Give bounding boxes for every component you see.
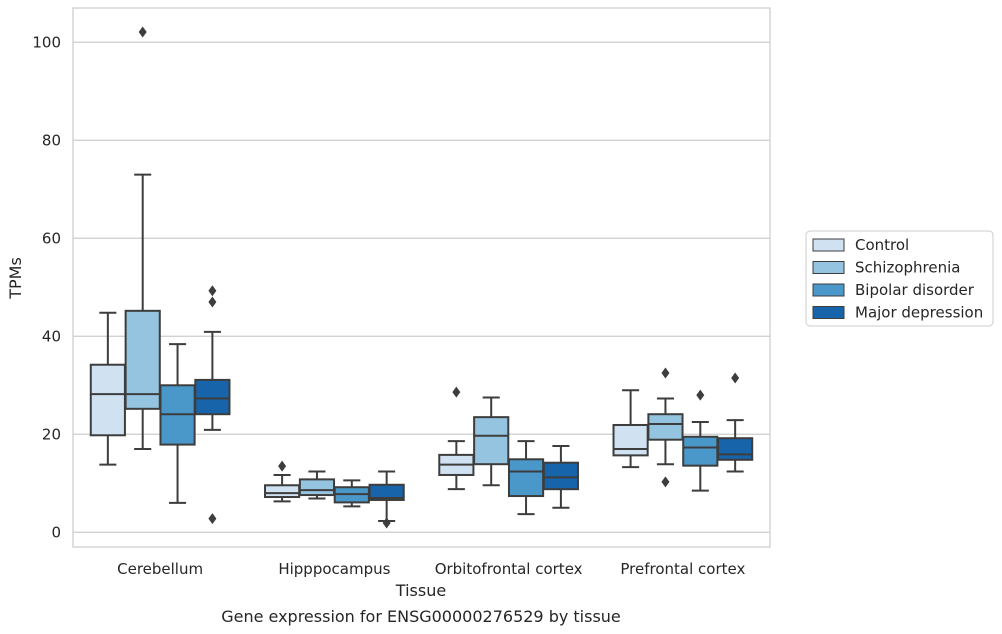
outlier-point (696, 389, 705, 401)
legend: Control Schizophrenia Bipolar disorder Majo… (805, 230, 994, 327)
outlier-point (382, 517, 391, 529)
x-tick-label: Cerebellum (117, 560, 203, 578)
y-tick-label: 0 (51, 523, 61, 541)
y-tick-label: 100 (32, 33, 61, 51)
outlier-point (138, 26, 147, 38)
box-major-depression (717, 372, 754, 473)
legend-label: Schizophrenia (855, 259, 960, 277)
box-body (507, 458, 545, 498)
box-body (473, 416, 510, 466)
box-major-depression (542, 445, 579, 509)
outlier-point (208, 285, 217, 297)
outlier-point (278, 460, 287, 472)
legend-swatch (812, 306, 845, 319)
legend-swatch (812, 261, 845, 274)
box-major-depression (194, 285, 231, 525)
box-bipolar-disorder (159, 343, 196, 504)
box-bipolar-disorder (682, 389, 719, 492)
box-bipolar-disorder (333, 479, 370, 508)
x-tick-label: Orbitofrontal cortex (435, 560, 583, 578)
box-body (542, 461, 579, 491)
box-body (298, 478, 336, 497)
y-axis-label: TPMs (6, 257, 25, 300)
legend-swatch (812, 283, 845, 297)
y-tick-label: 60 (42, 229, 61, 247)
x-tick-label: Prefrontal cortex (620, 560, 745, 578)
outlier-point (208, 296, 217, 308)
x-axis-label: Tissue (395, 581, 446, 600)
box-control (438, 386, 475, 491)
box-schizophrenia (298, 470, 336, 500)
box-body (194, 378, 231, 416)
legend-label: Control (855, 236, 909, 254)
box-schizophrenia (647, 367, 684, 488)
legend-label: Bipolar disorder (855, 281, 975, 299)
box-body (124, 309, 161, 410)
outlier-point (452, 386, 461, 398)
outlier-point (661, 367, 670, 379)
y-axis-ticks: 0 20 40 60 80 100 (32, 33, 61, 541)
y-tick-label: 40 (42, 327, 61, 345)
plot-area-frame (72, 7, 771, 548)
y-tick-label: 80 (42, 131, 61, 149)
x-tick-label: Hipppocampus (278, 560, 390, 578)
outlier-point (208, 513, 217, 525)
outlier-point (731, 372, 740, 384)
box-schizophrenia (473, 396, 510, 487)
box-control (89, 311, 126, 466)
legend-items: Control Schizophrenia Bipolar disorder Majo… (812, 236, 983, 322)
x-axis-ticks: Cerebellum Hipppocampus Orbitofrontal cort… (117, 560, 745, 578)
box-body (717, 437, 754, 461)
legend-label: Major depression (855, 304, 983, 322)
box-body (682, 435, 719, 467)
box-control (264, 460, 301, 503)
legend-frame (805, 230, 994, 327)
box-body (89, 363, 126, 437)
box-bipolar-disorder (507, 440, 545, 516)
box-body (612, 423, 649, 457)
box-control (612, 389, 649, 469)
legend-swatch (812, 238, 845, 252)
chart-caption: Gene expression for ENSG00000276529 by t… (221, 607, 621, 626)
box-body (264, 484, 301, 499)
box-major-depression (368, 470, 405, 529)
box-series (89, 26, 754, 529)
box-schizophrenia (124, 26, 161, 450)
outlier-point (661, 476, 670, 488)
y-tick-label: 20 (42, 425, 61, 443)
box-body (647, 413, 684, 441)
box-body (368, 483, 405, 501)
